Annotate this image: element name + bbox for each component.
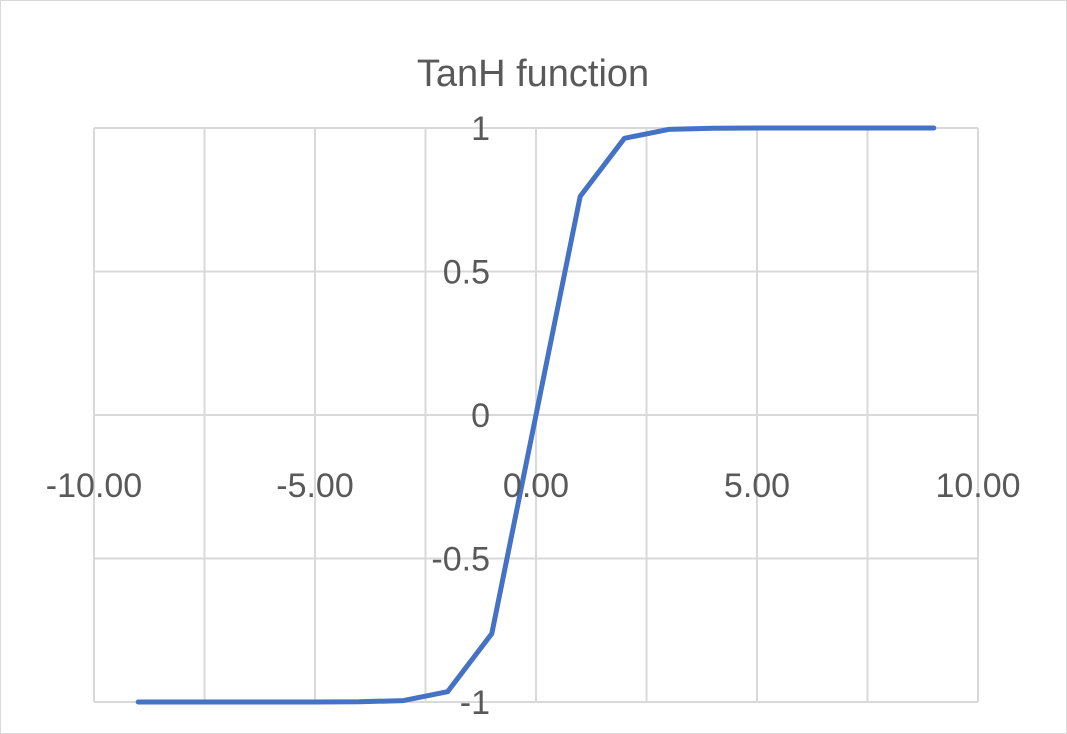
x-tick-label: 5.00 — [724, 467, 790, 505]
x-tick-label: 0.00 — [503, 467, 569, 505]
tick-labels: -1 -0.5 0 0.5 1 -10.00 -5.00 0.00 5.00 10.00 — [46, 110, 1021, 722]
chart-title: TanH function — [417, 53, 649, 95]
series-line — [135, 125, 937, 705]
y-tick-label: -0.5 — [431, 541, 490, 579]
x-tick-label: -10.00 — [46, 467, 142, 505]
x-tick-label: -5.00 — [276, 467, 354, 505]
y-tick-label: 0 — [471, 397, 490, 435]
y-tick-label: 1 — [471, 110, 490, 148]
series-layer — [135, 125, 937, 705]
y-tick-label: 0.5 — [443, 254, 490, 292]
x-tick-label: 10.00 — [935, 467, 1020, 505]
y-tick-label: -1 — [460, 684, 490, 722]
